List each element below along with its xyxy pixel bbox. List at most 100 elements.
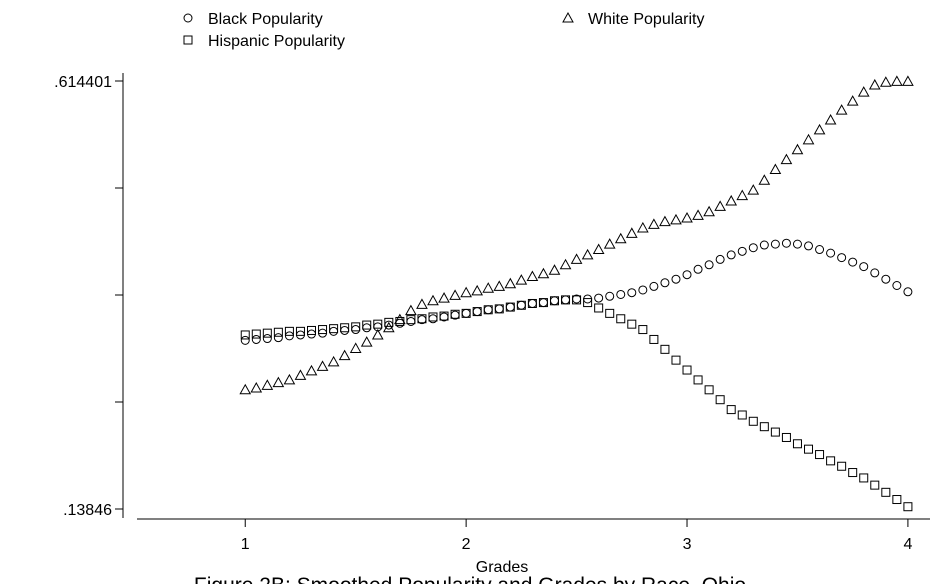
data-point — [382, 321, 395, 333]
data-point — [294, 369, 307, 380]
data-point — [804, 444, 814, 454]
data-point — [703, 205, 715, 217]
data-point — [780, 153, 793, 165]
data-point — [715, 395, 725, 405]
data-point — [748, 416, 758, 426]
data-point — [527, 298, 537, 308]
data-point — [660, 278, 670, 288]
data-point — [804, 241, 814, 251]
data-point — [859, 473, 869, 483]
data-point — [262, 334, 272, 344]
data-point — [781, 432, 791, 442]
data-point — [627, 319, 637, 329]
data-point — [449, 289, 461, 300]
data-point — [682, 270, 692, 280]
data-point — [605, 291, 615, 301]
data-point — [318, 325, 328, 335]
data-point — [737, 410, 747, 420]
data-point — [769, 163, 782, 174]
data-point — [538, 298, 548, 308]
data-point — [505, 302, 515, 312]
data-point — [846, 95, 859, 106]
data-point — [515, 274, 528, 285]
data-point — [406, 316, 416, 326]
data-point — [261, 379, 274, 390]
data-point — [605, 308, 615, 318]
data-point — [826, 248, 836, 258]
data-point — [659, 215, 671, 227]
data-point — [736, 189, 749, 201]
data-point — [572, 295, 582, 305]
data-point — [791, 143, 804, 155]
data-point — [758, 174, 771, 185]
data-point — [848, 257, 858, 267]
data-point — [792, 239, 802, 249]
data-point — [891, 75, 903, 86]
data-point — [371, 328, 384, 340]
data-point — [570, 253, 583, 264]
data-point — [417, 314, 427, 324]
data-point — [581, 248, 594, 260]
data-point — [537, 267, 550, 279]
data-point — [338, 349, 351, 361]
data-point — [594, 303, 604, 313]
data-point — [815, 450, 825, 460]
data-point — [881, 274, 891, 284]
data-point — [868, 78, 881, 90]
legend-marker — [183, 35, 193, 45]
data-point — [715, 254, 725, 264]
data-point — [471, 284, 484, 296]
data-point — [770, 427, 780, 437]
data-point — [759, 422, 769, 432]
x-tick-label: 2 — [462, 536, 471, 553]
data-point — [394, 313, 406, 325]
data-point — [561, 295, 571, 305]
legend-label: White Popularity — [588, 11, 705, 28]
data-point — [548, 264, 561, 275]
data-point — [472, 307, 482, 317]
data-point — [815, 245, 825, 255]
data-point — [681, 212, 693, 223]
data-point — [726, 405, 736, 415]
data-point — [903, 287, 913, 297]
data-point — [360, 336, 373, 347]
data-point — [362, 320, 372, 330]
data-point — [625, 227, 638, 238]
data-point — [272, 376, 285, 388]
data-point — [329, 326, 339, 336]
data-point — [251, 334, 261, 344]
data-point — [493, 280, 506, 291]
data-point — [559, 258, 572, 270]
data-point — [262, 328, 272, 338]
data-point — [384, 317, 394, 327]
data-point — [881, 487, 891, 497]
data-point — [870, 268, 880, 278]
data-point — [770, 239, 780, 249]
data-point — [725, 194, 738, 206]
data-point — [251, 329, 261, 339]
data-point — [748, 243, 758, 253]
data-point — [636, 221, 649, 233]
data-point — [460, 286, 472, 298]
data-point — [781, 238, 791, 248]
data-point — [614, 232, 627, 244]
data-point — [670, 213, 682, 225]
data-point — [516, 300, 526, 310]
data-point — [627, 288, 637, 298]
data-point — [813, 123, 826, 135]
data-point — [427, 294, 439, 306]
data-point — [561, 295, 571, 305]
data-point — [295, 326, 305, 336]
data-point — [527, 298, 537, 308]
data-point — [504, 277, 517, 289]
data-point — [837, 461, 847, 471]
data-point — [682, 365, 692, 375]
data-point — [848, 468, 858, 478]
data-point — [648, 218, 660, 229]
data-point — [461, 308, 471, 318]
data-point — [704, 385, 714, 395]
data-point — [526, 270, 539, 282]
data-point — [273, 327, 283, 337]
data-point — [351, 325, 361, 335]
data-point — [472, 307, 482, 317]
